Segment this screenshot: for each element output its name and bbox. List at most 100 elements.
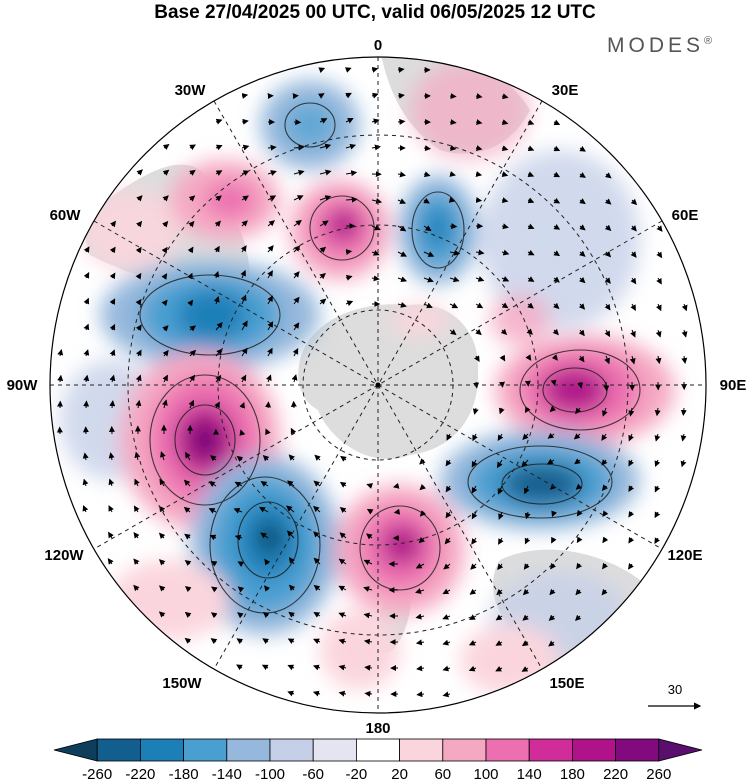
wind-arrow-icon <box>236 455 244 462</box>
wind-arrow-icon <box>550 562 557 570</box>
wind-arrow-icon <box>603 381 610 392</box>
wind-arrow-icon <box>468 665 477 672</box>
wind-arrow-icon <box>109 246 116 254</box>
wind-arrow-icon <box>628 485 635 492</box>
wind-arrow-icon <box>345 249 353 255</box>
wind-arrow-icon <box>522 614 529 621</box>
wind-arrow-icon <box>501 276 510 282</box>
wind-arrow-icon <box>135 298 142 306</box>
wind-arrow-icon <box>267 245 274 253</box>
label-150w: 150W <box>162 675 202 692</box>
label-30e: 30E <box>552 82 579 99</box>
wind-arrow-icon <box>293 322 300 331</box>
wind-arrow-icon <box>184 611 192 618</box>
antarctica <box>298 304 479 459</box>
wind-arrow-icon <box>338 664 347 671</box>
wind-arrow-icon <box>471 511 478 520</box>
wind-arrow-icon <box>499 381 505 388</box>
wind-arrow-icon <box>286 505 295 513</box>
wind-arrow-icon <box>185 451 191 461</box>
wind-arrow-icon <box>471 459 478 468</box>
wind-arrow-icon <box>183 506 191 514</box>
wind-arrow-icon <box>575 588 582 596</box>
south-pole-marker <box>375 382 381 388</box>
wind-arrow-icon <box>442 665 451 672</box>
wind-arrow-icon <box>605 172 612 179</box>
wind-arrow-icon <box>443 563 451 570</box>
wind-arrow-icon <box>654 433 661 442</box>
label-0: 0 <box>374 37 382 54</box>
wind-arrow-icon <box>160 451 166 461</box>
wind-arrow-icon <box>446 433 452 441</box>
wind-arrow-icon <box>601 484 609 491</box>
wind-arrow-icon <box>604 198 612 205</box>
colorbar-tick-label: 100 <box>473 766 498 783</box>
wind-arrow-icon <box>525 354 532 361</box>
wind-arrow-icon <box>318 67 326 74</box>
wind-arrow-icon <box>521 459 529 468</box>
wind-arrow-icon <box>214 245 220 253</box>
map-boundary <box>49 56 707 714</box>
wind-arrow-icon <box>553 250 561 257</box>
wind-arrow-icon <box>423 302 433 309</box>
wind-arrow-icon <box>498 511 504 520</box>
wind-arrow-icon <box>187 246 194 254</box>
wind-arrow-icon <box>312 690 321 697</box>
wind-arrow-icon <box>313 638 321 645</box>
label-150e: 150E <box>549 675 584 692</box>
wind-arrow-icon <box>83 374 90 383</box>
wind-arrow-icon <box>345 274 353 281</box>
colorbar-tick-label: -180 <box>169 766 199 783</box>
wind-arrow-icon <box>293 195 304 201</box>
colorbar-tick-label: 20 <box>391 766 408 783</box>
colorbar-bin <box>528 738 573 762</box>
wind-arrow-icon <box>681 303 688 312</box>
wind-arrow-icon <box>109 349 116 357</box>
wind-arrow-icon <box>345 300 354 307</box>
wind-arrow-icon <box>215 170 223 176</box>
label-90w: 90W <box>7 377 39 394</box>
wind-arrow-icon <box>449 329 457 336</box>
wind-arrow-icon <box>345 143 357 150</box>
wind-arrow-icon <box>108 478 115 487</box>
wind-arrow-icon <box>371 144 381 151</box>
wind-arrow-icon <box>445 485 452 493</box>
wind-arrow-icon <box>314 454 321 461</box>
wind-arrow-icon <box>338 585 347 592</box>
wind-arrow-icon <box>136 169 143 176</box>
graticule <box>50 57 706 713</box>
wind-arrow-icon <box>83 323 90 331</box>
wind-arrow-icon <box>397 92 405 99</box>
wind-arrow-icon <box>602 536 609 544</box>
wind-arrow-icon <box>549 405 557 413</box>
colorbar-tick-label: -220 <box>125 766 155 783</box>
wind-arrow-icon <box>214 401 220 409</box>
wind-arrow-icon <box>579 172 586 178</box>
wind-arrow-icon <box>158 532 166 540</box>
wind-arrow-icon <box>319 220 329 227</box>
wind-arrow-icon <box>419 483 426 491</box>
wind-arrow-icon <box>364 664 373 671</box>
wind-arrow-icon <box>578 329 585 337</box>
wind-arrow-icon <box>161 399 168 409</box>
wind-arrow-icon <box>397 66 405 73</box>
wind-arrow-icon <box>475 276 485 282</box>
wind-arrow-icon <box>397 251 407 257</box>
colorbar-tick-label: -100 <box>255 766 285 783</box>
wind-arrow-icon <box>364 690 373 697</box>
wind-arrow-icon <box>604 224 612 231</box>
wind-arrow-icon <box>423 276 434 283</box>
wind-arrow-icon <box>523 563 530 570</box>
wind-arrow-icon <box>187 299 194 307</box>
wind-arrow-icon <box>313 584 321 591</box>
wind-arrow-icon <box>110 220 116 228</box>
wind-arrow-icon <box>496 459 503 469</box>
wind-arrow-icon <box>553 197 561 204</box>
wind-arrow-icon <box>473 355 480 362</box>
wind-arrow-icon <box>239 401 245 409</box>
wind-arrow-icon <box>501 119 509 126</box>
wind-arrow-icon <box>184 585 192 593</box>
wind-arrow-icon <box>287 664 295 671</box>
colorbar-tick-label: -140 <box>212 766 242 783</box>
wind-arrow-icon <box>319 118 328 124</box>
